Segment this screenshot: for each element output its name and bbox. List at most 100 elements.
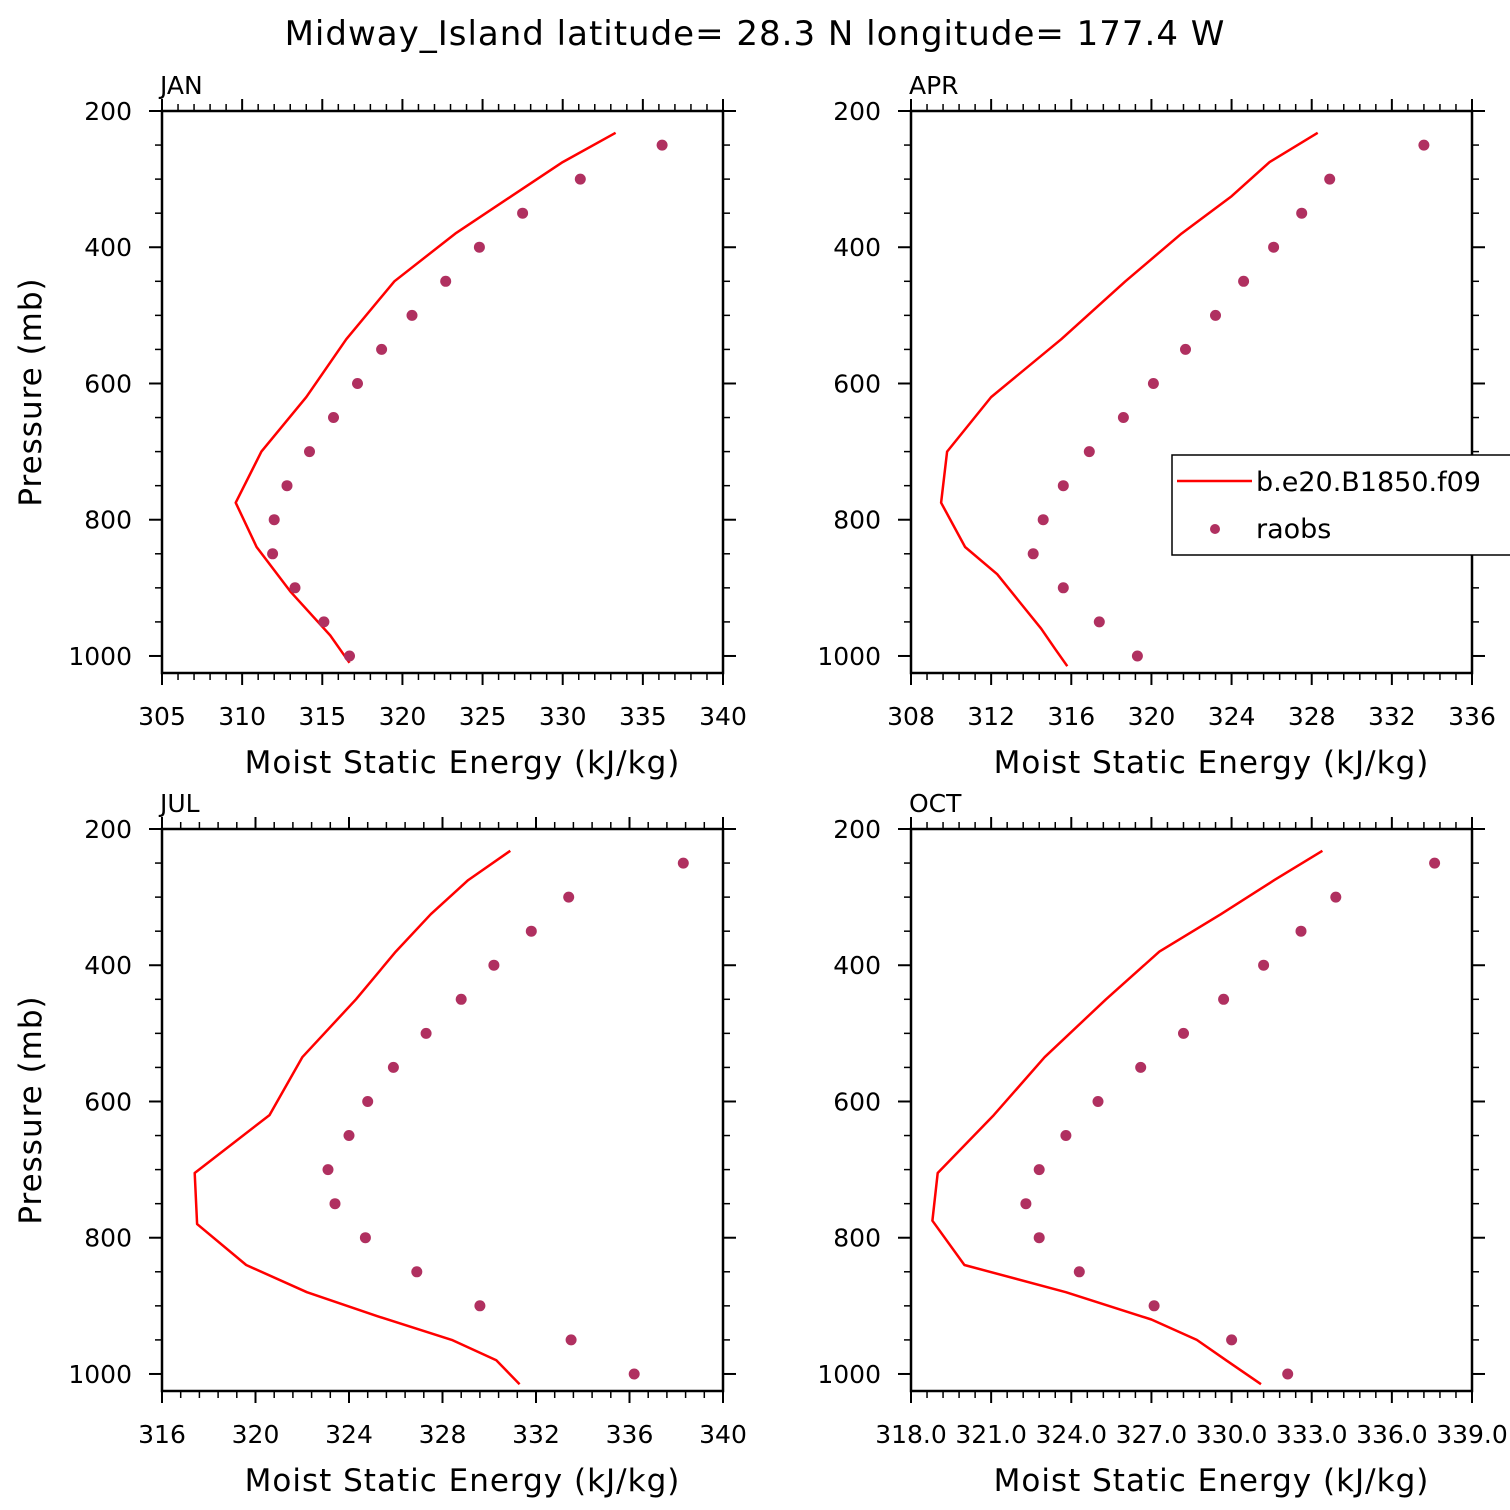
jan-obs-point [318, 616, 330, 628]
oct-xtick-label: 330.0 [1196, 1420, 1268, 1449]
panel-apr: APR 308 312 316 320 324 328 332 336 200 400 600 800 1… [817, 71, 1495, 781]
oct-obs-point [1258, 959, 1270, 971]
apr-xtick-label: 308 [887, 702, 935, 731]
apr-xtick-label: 328 [1288, 702, 1336, 731]
oct-xtick-label: 333.0 [1276, 1420, 1348, 1449]
jan-xtick-label: 340 [699, 702, 747, 731]
apr-obs-point [1180, 343, 1191, 355]
jan-obs-point [517, 207, 529, 219]
apr-obs-point [1093, 616, 1105, 628]
jul-ytick-label: 400 [84, 951, 132, 980]
figure-title: Midway_Island latitude= 28.3 N longitude… [285, 14, 1226, 54]
jan-xtick-label: 330 [539, 702, 587, 731]
oct-obs-point [1060, 1130, 1072, 1141]
jul-obs-point [455, 993, 467, 1005]
oct-obs-point [1282, 1368, 1294, 1380]
jan-obs-point [440, 275, 452, 287]
panel-jul: JUL 316 320 324 328 332 336 340 200 400 600 800 1000… [13, 789, 747, 1499]
jul-obs-point [329, 1198, 341, 1210]
oct-obs-point [1178, 1027, 1189, 1039]
apr-x-axis-title: Moist Static Energy (kJ/kg) [994, 745, 1430, 781]
oct-x-axis-title: Moist Static Energy (kJ/kg) [994, 1463, 1430, 1499]
jul-xtick-label: 340 [699, 1420, 747, 1449]
jul-ytick-label: 600 [84, 1087, 132, 1116]
apr-obs-point [1268, 241, 1280, 253]
oct-obs-point [1020, 1198, 1032, 1210]
jul-xtick-label: 336 [606, 1420, 654, 1449]
oct-ytick-label: 400 [833, 951, 881, 980]
jul-obs-point [677, 857, 689, 869]
oct-xtick-label: 339.0 [1436, 1420, 1508, 1449]
jan-frame [160, 109, 725, 675]
oct-obs-point [1092, 1096, 1104, 1107]
jan-xtick-label: 310 [218, 702, 266, 731]
oct-ytick-label: 1000 [817, 1360, 881, 1389]
jul-obs-point [563, 891, 575, 903]
apr-xtick-label: 320 [1128, 702, 1176, 731]
legend: b.e20.B1850.f09 raobs [1171, 454, 1510, 556]
apr-ytick-label: 200 [833, 97, 881, 126]
jul-panel-label: JUL [158, 789, 200, 818]
jul-ytick-label: 1000 [68, 1360, 132, 1389]
jul-xtick-label: 316 [138, 1420, 186, 1449]
oct-xtick-label: 321.0 [955, 1420, 1027, 1449]
jul-obs-point [474, 1300, 486, 1312]
jul-obs-point [343, 1130, 355, 1141]
jan-obs-point [376, 343, 388, 355]
apr-panel-label: APR [909, 71, 959, 100]
jan-obs-point [406, 309, 418, 321]
jul-ytick-label: 200 [84, 815, 132, 844]
jul-obs-point [359, 1232, 371, 1244]
jul-x-axis-title: Moist Static Energy (kJ/kg) [245, 1463, 681, 1499]
apr-obs-point [1296, 207, 1308, 219]
jul-obs-point [525, 925, 537, 937]
apr-xtick-label: 316 [1047, 702, 1095, 731]
oct-obs-point [1330, 891, 1342, 903]
jul-obs-point [488, 959, 500, 971]
jan-obs-point [328, 412, 339, 423]
oct-obs-point [1135, 1061, 1147, 1073]
oct-xtick-label: 318.0 [875, 1420, 947, 1449]
jan-y-axis-title: Pressure (mb) [13, 277, 49, 506]
jul-xtick-label: 320 [232, 1420, 280, 1449]
jan-xtick-label: 335 [619, 702, 667, 731]
jan-ytick-label: 1000 [68, 642, 132, 671]
apr-frame [909, 109, 1474, 675]
jan-obs-point [281, 480, 293, 492]
oct-ytick-label: 800 [833, 1224, 881, 1253]
jul-frame [160, 827, 725, 1393]
legend-model-label: b.e20.B1850.f09 [1256, 467, 1481, 498]
jan-ytick-label: 600 [84, 369, 132, 398]
jan-ytick-label: 200 [84, 97, 132, 126]
oct-obs-point [1295, 925, 1307, 937]
apr-obs-point [1057, 582, 1069, 594]
apr-obs-point [1117, 412, 1129, 423]
apr-model-line [939, 131, 1319, 667]
jan-obs-point [344, 650, 355, 662]
jan-panel-label: JAN [158, 71, 203, 100]
apr-xtick-label: 312 [967, 702, 1015, 731]
jan-xtick-label: 315 [298, 702, 346, 731]
jul-obs-point [411, 1266, 423, 1278]
apr-xtick-label: 332 [1368, 702, 1416, 731]
apr-ytick-label: 400 [833, 233, 881, 262]
jan-obs-point [289, 582, 301, 594]
jul-y-axis-title: Pressure (mb) [13, 995, 49, 1224]
apr-obs-point [1324, 173, 1336, 185]
panel-oct: OCT 318.0 321.0 324.0 327.0 330.0 333.0 336.0 33… [817, 789, 1507, 1499]
apr-obs-point [1037, 514, 1049, 526]
jul-model-line [193, 849, 521, 1386]
apr-ytick-label: 800 [833, 506, 881, 535]
apr-obs-point [1131, 650, 1143, 662]
oct-obs-point [1073, 1266, 1085, 1278]
jul-obs-point [322, 1164, 334, 1176]
jul-xtick-label: 332 [512, 1420, 560, 1449]
jan-obs-point [473, 241, 485, 253]
jan-obs-point [304, 446, 315, 458]
jan-obs-point [267, 548, 279, 560]
jul-obs-point [420, 1027, 432, 1039]
apr-xtick-label: 336 [1448, 702, 1496, 731]
jul-obs-point [387, 1061, 399, 1073]
jan-obs-point [352, 378, 363, 389]
